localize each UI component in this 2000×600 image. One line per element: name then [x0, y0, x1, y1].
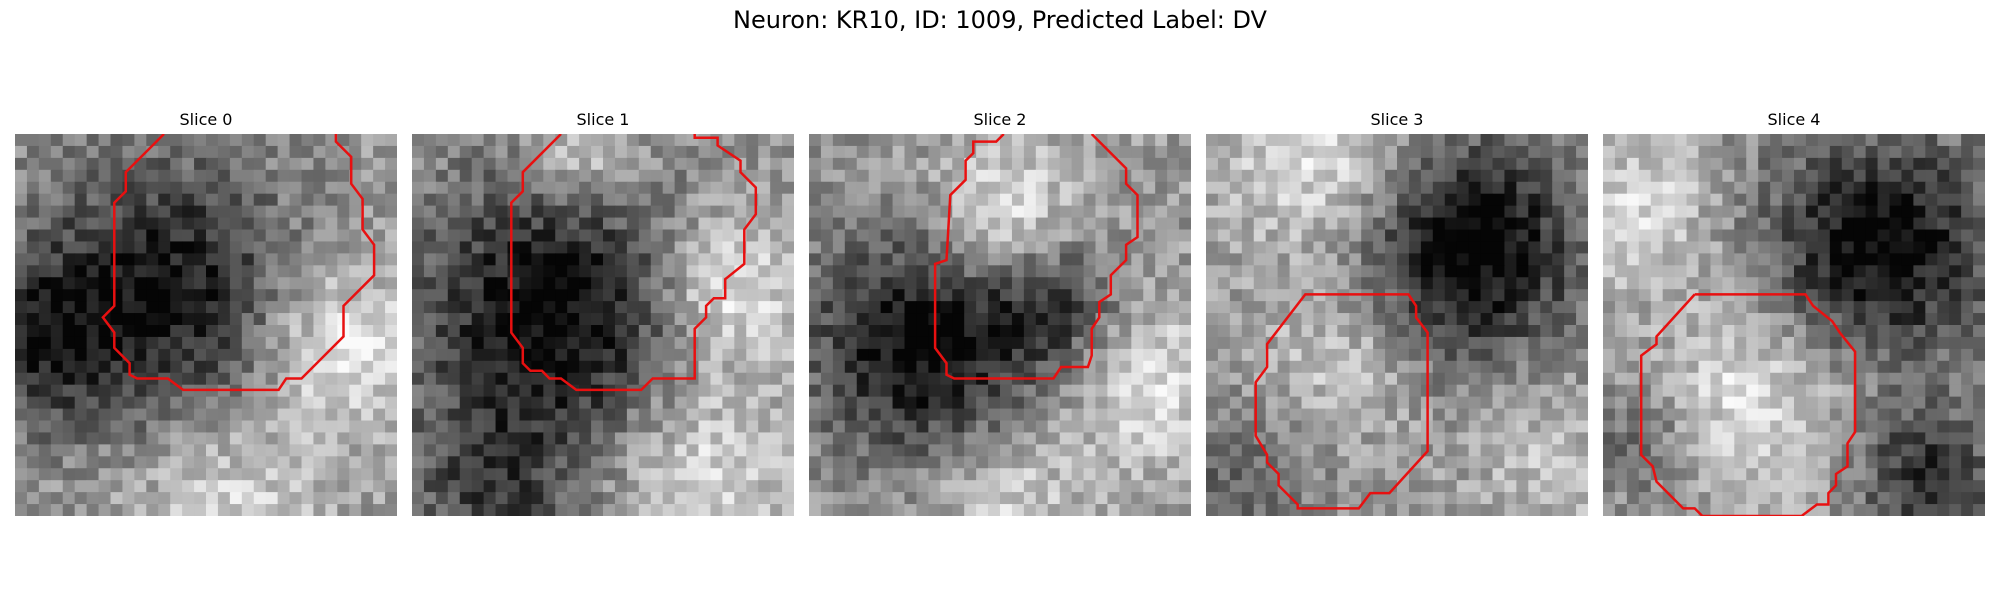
slice-title-0: Slice 0 — [179, 110, 233, 129]
slice-pixels-0 — [15, 134, 397, 516]
slice-image-0 — [15, 134, 397, 516]
slice-panel-4: Slice 4 — [1603, 108, 1985, 516]
neuron-contour-0 — [101, 134, 376, 392]
slice-title-4: Slice 4 — [1767, 110, 1821, 129]
slice-title-3: Slice 3 — [1370, 110, 1424, 129]
slice-image-3 — [1206, 134, 1588, 516]
slice-panel-1: Slice 1 — [412, 108, 794, 516]
slice-panel-3: Slice 3 — [1206, 108, 1588, 516]
slice-pixels-3 — [1206, 134, 1588, 516]
figure-title: Neuron: KR10, ID: 1009, Predicted Label:… — [733, 6, 1267, 34]
neuron-contour-1 — [510, 134, 758, 392]
slice-panel-0: Slice 0 — [15, 108, 397, 516]
slice-image-2 — [809, 134, 1191, 516]
slice-title-1: Slice 1 — [576, 110, 630, 129]
slice-pixels-4 — [1603, 134, 1985, 516]
slice-image-1 — [412, 134, 794, 516]
neuron-contour-4 — [1639, 293, 1857, 516]
neuron-contour-2 — [933, 134, 1139, 380]
slice-pixels-1 — [412, 134, 794, 516]
slice-image-4 — [1603, 134, 1985, 516]
slice-panel-2: Slice 2 — [809, 108, 1191, 516]
slice-pixels-2 — [809, 134, 1191, 516]
neuron-contour-3 — [1254, 293, 1429, 510]
slice-title-2: Slice 2 — [973, 110, 1027, 129]
